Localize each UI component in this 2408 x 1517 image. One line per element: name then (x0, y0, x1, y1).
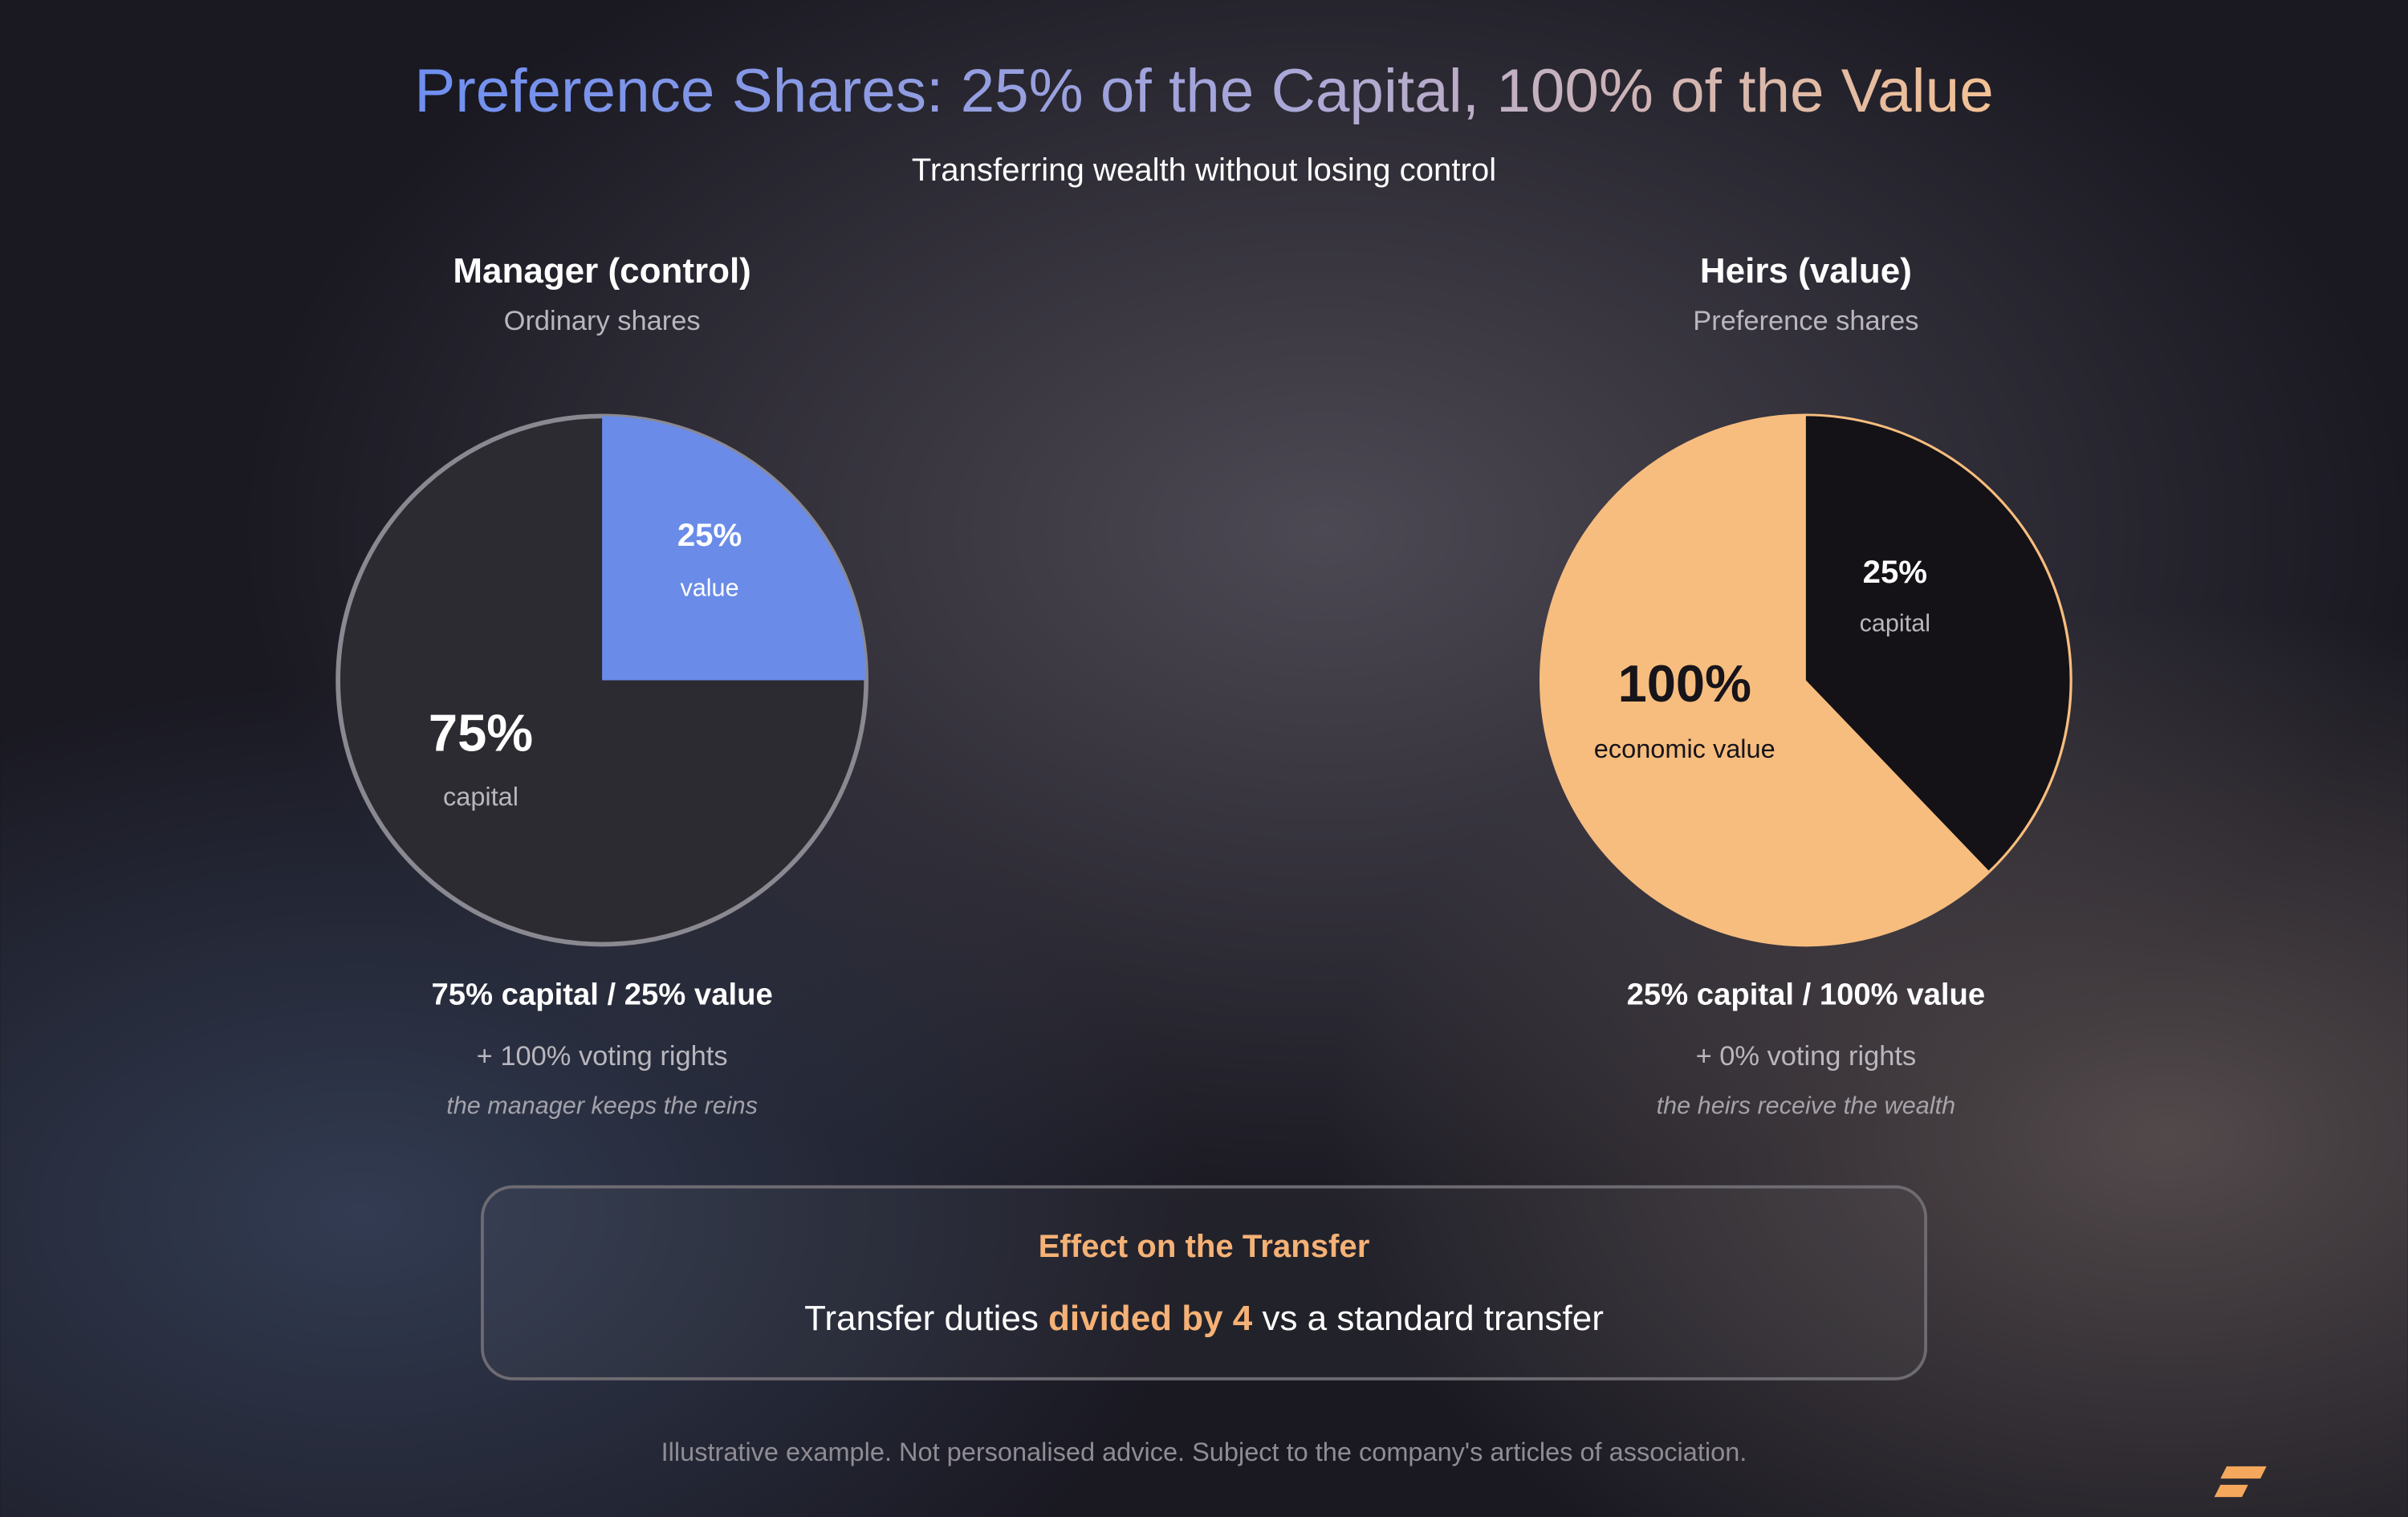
panel-note: the heirs receive the wealth (1657, 1092, 1955, 1119)
panel-voting: + 0% voting rights (1696, 1041, 1917, 1072)
callout-title: Effect on the Transfer (1039, 1228, 1370, 1264)
panel-note: the manager keeps the reins (446, 1092, 758, 1119)
panel-subheading: Ordinary shares (504, 306, 701, 336)
callout-text-part: vs a standard transfer (1252, 1299, 1604, 1338)
callout-box (480, 1185, 1928, 1381)
panel-summary: 25% capital / 100% value (1627, 978, 1986, 1012)
slice-label: economic value (1594, 734, 1775, 763)
callout-text-part: Transfer duties (804, 1299, 1048, 1338)
panel-heading: Manager (control) (453, 251, 750, 291)
panel-heading: Heirs (value) (1700, 251, 1912, 291)
callout-text: Transfer duties divided by 4 vs a standa… (804, 1299, 1604, 1338)
slice-value: 25% (677, 517, 742, 553)
slice-label: capital (443, 782, 519, 811)
slice-value: 75% (429, 703, 533, 762)
logo-bar (2214, 1484, 2248, 1498)
panel-summary: 75% capital / 25% value (432, 978, 773, 1012)
pie-slice (602, 416, 867, 681)
slice-label: capital (1860, 610, 1930, 637)
title: Preference Shares: 25% of the Capital, 1… (414, 57, 1994, 125)
slice-value: 100% (1618, 654, 1751, 713)
footer-note: Illustrative example. Not personalised a… (661, 1438, 1747, 1466)
pie-slice (1805, 416, 2070, 871)
subtitle: Transferring wealth without losing contr… (912, 152, 1496, 188)
slice-value: 25% (1863, 554, 1927, 590)
logo-bar (2220, 1466, 2267, 1479)
panel-subheading: Preference shares (1693, 306, 1918, 336)
slice-label: value (680, 575, 738, 602)
panel-voting: + 100% voting rights (477, 1041, 728, 1072)
callout-highlight: divided by 4 (1048, 1299, 1253, 1338)
logo (2214, 1466, 2267, 1498)
